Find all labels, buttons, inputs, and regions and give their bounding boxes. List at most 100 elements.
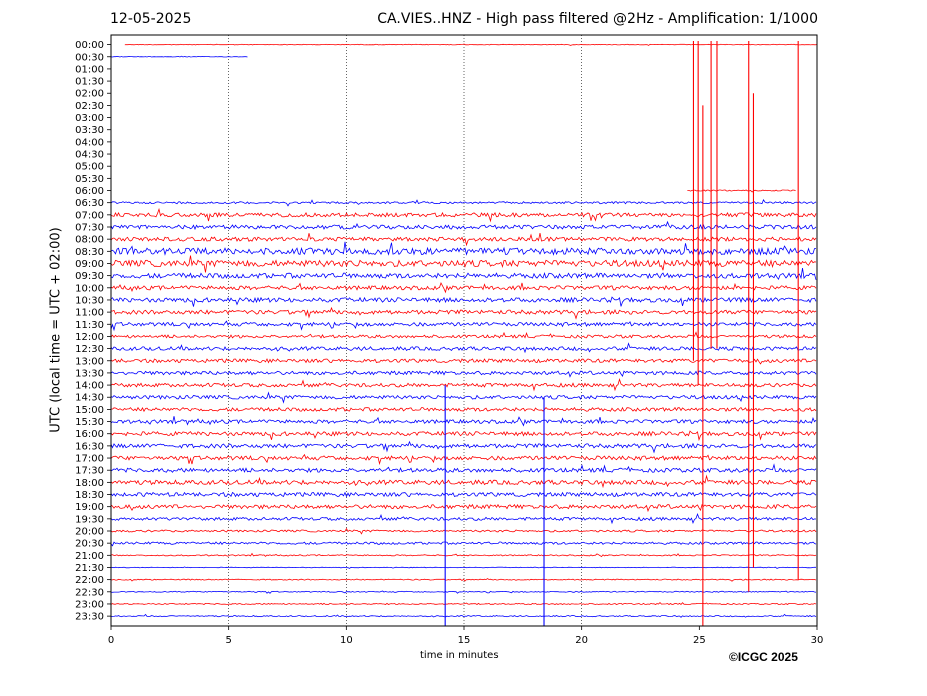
y-tick-label: 23:30 <box>75 612 104 623</box>
trace-row-1330 <box>111 370 817 378</box>
y-tick-label: 08:00 <box>75 235 104 246</box>
trace-row-1430 <box>111 391 817 404</box>
trace-row-0730 <box>111 220 817 231</box>
y-tick-label: 16:00 <box>75 429 104 440</box>
y-tick-label: 15:30 <box>75 417 104 428</box>
trace-row-0800 <box>111 233 817 247</box>
y-tick-label: 11:00 <box>75 308 104 319</box>
trace-row-1930 <box>111 512 817 525</box>
y-tick-label: 05:30 <box>75 174 104 185</box>
trace-row-2130 <box>111 566 816 569</box>
x-tick-label: 30 <box>811 635 824 646</box>
trace-row-1000 <box>111 282 817 294</box>
y-tick-label: 14:30 <box>75 393 104 404</box>
y-tick-label: 05:00 <box>75 162 104 173</box>
trace-row-1830 <box>111 491 817 498</box>
chart-title: CA.VIES..HNZ - High pass filtered @2Hz -… <box>377 11 818 27</box>
trace-row-1530 <box>111 416 817 427</box>
y-tick-label: 18:30 <box>75 490 104 501</box>
trace-row-2330 <box>111 613 817 618</box>
x-tick-label: 5 <box>225 635 231 646</box>
y-tick-label: 06:00 <box>75 186 104 197</box>
y-axis-label: UTC (local time = UTC + 02:00) <box>48 227 64 433</box>
trace-row-0630 <box>111 199 817 207</box>
y-tick-label: 13:00 <box>75 356 104 367</box>
trace-row-2200 <box>111 578 817 582</box>
y-tick-label: 07:30 <box>75 223 104 234</box>
y-tick-label: 10:30 <box>75 295 104 306</box>
y-tick-label: 04:00 <box>75 137 104 148</box>
trace-row-1900 <box>111 503 817 513</box>
trace-row-1500 <box>111 406 817 413</box>
trace-row-0930 <box>111 268 817 281</box>
y-tick-label: 09:30 <box>75 271 104 282</box>
y-tick-label: 08:30 <box>75 247 104 258</box>
y-tick-label: 00:30 <box>75 52 104 63</box>
trace-row-2300 <box>111 602 817 606</box>
chart-date: 12-05-2025 <box>110 11 192 27</box>
event-spikes <box>444 40 799 626</box>
trace-row-2000 <box>111 527 817 535</box>
trace-row-1230 <box>111 342 817 354</box>
trace-row-1630 <box>111 440 817 454</box>
y-tick-label: 22:00 <box>75 575 104 586</box>
y-tick-label: 06:30 <box>75 198 104 209</box>
y-tick-label: 14:00 <box>75 381 104 392</box>
x-tick-label: 0 <box>108 635 114 646</box>
y-tick-label: 01:00 <box>75 64 104 75</box>
trace-row-1100 <box>111 306 817 320</box>
trace-row-1200 <box>111 331 817 339</box>
y-tick-label: 21:30 <box>75 563 104 574</box>
y-tick-label: 02:00 <box>75 89 104 100</box>
y-tick-label: 03:30 <box>75 125 104 136</box>
trace-row-0830 <box>111 241 817 256</box>
y-tick-label: 15:00 <box>75 405 104 416</box>
y-tick-label: 23:00 <box>75 599 104 610</box>
y-tick-label: 19:00 <box>75 502 104 513</box>
trace-row-2230 <box>111 590 817 594</box>
y-tick-label: 09:00 <box>75 259 104 270</box>
x-tick-label: 10 <box>340 635 353 646</box>
y-tick-label: 12:30 <box>75 344 104 355</box>
y-tick-label: 12:00 <box>75 332 104 343</box>
x-tick-label: 20 <box>575 635 588 646</box>
trace-row-0900 <box>111 255 817 273</box>
trace-row-1600 <box>111 430 817 442</box>
copyright-text: ©ICGC 2025 <box>729 650 798 664</box>
vertical-gridlines <box>228 35 582 626</box>
y-tick-label: 07:00 <box>75 210 104 221</box>
trace-row-2030 <box>111 541 817 547</box>
x-tick-label: 15 <box>458 635 471 646</box>
trace-row-0600 <box>687 189 796 193</box>
trace-row-1400 <box>111 378 817 392</box>
y-tick-label: 21:00 <box>75 551 104 562</box>
x-axis-label: time in minutes <box>420 650 499 661</box>
y-tick-label: 01:30 <box>75 77 104 88</box>
y-tick-label: 02:30 <box>75 101 104 112</box>
y-tick-label: 17:30 <box>75 466 104 477</box>
trace-row-1700 <box>111 453 817 466</box>
trace-row-1030 <box>111 296 817 307</box>
trace-row-1130 <box>111 320 817 332</box>
trace-row-0700 <box>111 207 817 223</box>
trace-row-0030 <box>111 55 248 58</box>
y-tick-label: 17:00 <box>75 454 104 465</box>
y-tick-label: 19:30 <box>75 514 104 525</box>
trace-row-2100 <box>111 552 817 558</box>
trace-row-1800 <box>111 474 817 489</box>
trace-row-1730 <box>111 463 817 474</box>
y-tick-label: 11:30 <box>75 320 104 331</box>
trace-row-0000 <box>124 43 817 46</box>
y-tick-label: 20:00 <box>75 527 104 538</box>
y-tick-label: 04:30 <box>75 150 104 161</box>
x-axis-ticks: 0 5 10 15 20 25 30 <box>108 626 824 646</box>
y-tick-label: 13:30 <box>75 368 104 379</box>
y-tick-label: 16:30 <box>75 441 104 452</box>
y-tick-label: 20:30 <box>75 539 104 550</box>
y-tick-label: 18:00 <box>75 478 104 489</box>
trace-row-1300 <box>111 358 817 365</box>
y-tick-label: 10:00 <box>75 283 104 294</box>
y-tick-label: 00:00 <box>75 40 104 51</box>
